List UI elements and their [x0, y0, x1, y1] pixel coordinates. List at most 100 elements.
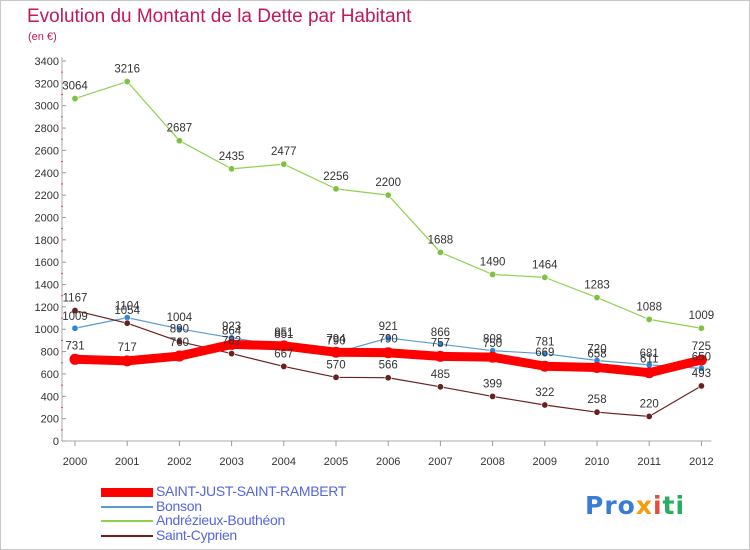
x-tick-label: 2011	[637, 456, 661, 468]
data-point	[121, 355, 133, 367]
data-point	[541, 273, 549, 281]
data-label: 493	[692, 368, 711, 380]
y-tick-label: 1000	[35, 324, 59, 336]
data-label: 2256	[323, 171, 349, 183]
data-label: 2435	[219, 151, 245, 163]
data-point	[436, 383, 444, 391]
data-point	[330, 346, 342, 358]
data-label: 890	[170, 324, 189, 336]
legend-swatch	[101, 520, 153, 522]
y-tick-label: 1400	[35, 280, 59, 292]
data-label: 2200	[375, 177, 401, 189]
data-label: 667	[274, 348, 293, 360]
data-label: 681	[640, 348, 659, 360]
data-point	[123, 78, 131, 86]
x-tick-label: 2004	[272, 456, 296, 468]
data-point	[593, 294, 601, 302]
data-label: 794	[326, 333, 346, 345]
data-label: 790	[326, 336, 345, 348]
x-tick-label: 2009	[533, 456, 557, 468]
data-point	[541, 350, 549, 358]
legend-swatch	[101, 505, 153, 508]
data-label: 790	[379, 334, 398, 346]
data-label: 1167	[63, 293, 88, 305]
data-label: 750	[483, 338, 502, 350]
data-label: 851	[274, 327, 293, 339]
data-point	[382, 347, 394, 359]
data-label: 399	[483, 378, 502, 390]
data-point	[697, 382, 705, 390]
y-tick-label: 800	[41, 347, 59, 359]
data-point	[645, 412, 653, 420]
data-label: 570	[326, 359, 345, 371]
y-tick-label: 2600	[35, 145, 59, 157]
data-point	[175, 137, 183, 145]
legend-label: Andrézieux-Bouthéon	[156, 512, 285, 528]
data-point	[332, 185, 340, 193]
data-label: 1004	[167, 312, 193, 324]
data-label: 2477	[271, 146, 297, 158]
data-label: 258	[587, 394, 606, 406]
data-point	[69, 353, 81, 365]
data-label: 921	[379, 321, 398, 333]
data-label: 3216	[114, 64, 140, 76]
data-label: 866	[431, 327, 450, 339]
data-label: 808	[483, 334, 502, 346]
y-tick-label: 2200	[35, 190, 59, 202]
data-label: 1464	[532, 259, 558, 271]
data-label: 322	[535, 387, 554, 399]
data-point	[71, 307, 79, 315]
y-tick-label: 1200	[35, 302, 59, 314]
data-label: 1088	[636, 301, 662, 313]
x-tick-label: 2001	[115, 456, 139, 468]
data-point	[228, 165, 236, 173]
data-label: 757	[431, 337, 450, 349]
data-point	[384, 334, 392, 342]
data-label: 485	[431, 369, 450, 381]
y-tick-label: 2400	[35, 168, 59, 180]
data-point	[593, 408, 601, 416]
x-tick-label: 2008	[480, 456, 504, 468]
x-tick-label: 2000	[63, 456, 87, 468]
data-point	[643, 367, 655, 379]
data-point	[175, 325, 183, 333]
data-label: 717	[118, 342, 137, 354]
data-label: 725	[692, 341, 711, 353]
data-label: 731	[65, 340, 84, 352]
data-point	[71, 95, 79, 103]
data-label: 1104	[115, 301, 140, 313]
x-tick-label: 2002	[167, 456, 191, 468]
y-tick-label: 600	[41, 369, 59, 381]
data-label: 851	[274, 329, 293, 341]
data-label: 1054	[114, 305, 140, 317]
data-label: 760	[170, 337, 189, 349]
data-point	[173, 350, 185, 362]
data-point	[278, 340, 290, 352]
y-tick-label: 0	[53, 436, 59, 448]
legend-label: Bonson	[156, 497, 202, 514]
data-point	[645, 315, 653, 323]
y-tick-label: 2000	[35, 212, 59, 224]
data-point	[695, 354, 707, 366]
x-tick-label: 2003	[219, 456, 243, 468]
x-tick-label: 2010	[585, 456, 609, 468]
data-label: 782	[222, 336, 241, 348]
data-point	[489, 270, 497, 278]
x-tick-label: 2006	[376, 456, 400, 468]
data-label: 658	[587, 348, 606, 360]
data-label: 566	[379, 360, 398, 372]
data-point	[591, 361, 603, 373]
data-label: 611	[640, 354, 658, 366]
data-label: 923	[222, 321, 241, 333]
x-tick-label: 2012	[689, 456, 713, 468]
data-label: 781	[535, 337, 554, 349]
data-label: 1009	[62, 311, 88, 323]
data-label: 3064	[62, 81, 88, 93]
data-label: 2687	[167, 123, 193, 135]
data-label: 669	[535, 347, 554, 359]
legend-label: Saint-Cyprien	[156, 526, 237, 543]
data-point	[71, 324, 79, 332]
chart-subtitle: (en €)	[28, 31, 57, 43]
